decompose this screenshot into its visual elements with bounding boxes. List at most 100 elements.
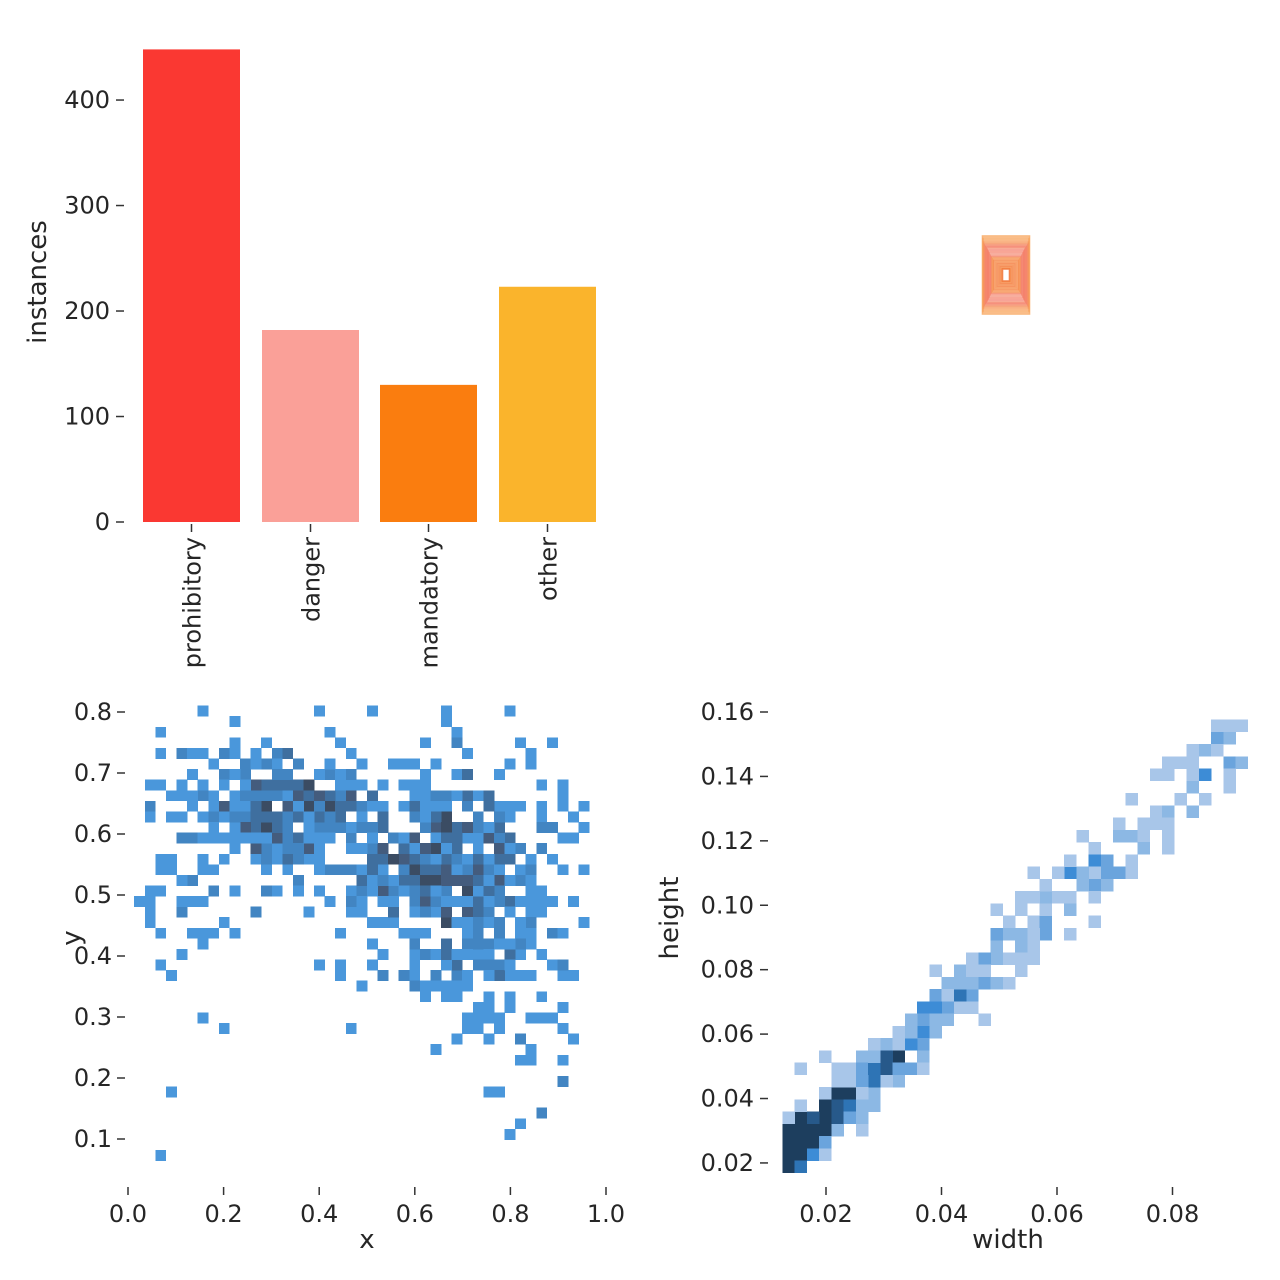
heatmap-cell: [366, 864, 378, 876]
heatmap-cell: [250, 853, 262, 865]
heatmap-cell: [377, 864, 389, 876]
y-tick-label: 0.08: [701, 956, 754, 984]
bbox-rect: [983, 242, 1029, 308]
xy-histogram-axes: 0.0 0.2 0.4 0.6 0.8 1.0 0.8 0.7 0.6 0.5 0.4 0.3 0.2 0…: [74, 698, 625, 1228]
heatmap-cell: [578, 822, 590, 833]
heatmap-cell: [855, 1111, 869, 1125]
y-tick-label: 0.14: [701, 762, 754, 790]
heatmap-cell: [568, 811, 579, 823]
heatmap-cell: [504, 991, 516, 1003]
bbox-rect: [991, 256, 1021, 294]
heatmap-cell: [229, 927, 241, 939]
heatmap-cell: [356, 758, 368, 770]
heatmap-cell: [409, 832, 421, 844]
heatmap-cell: [1174, 793, 1187, 806]
heatmap-cell: [536, 948, 548, 960]
heatmap-cell: [831, 1074, 844, 1088]
heatmap-cell: [1076, 878, 1089, 892]
heatmap-cell: [929, 964, 942, 978]
heatmap-cell: [515, 843, 527, 855]
heatmap-cell: [462, 864, 474, 876]
wh-x-axis-label: width: [972, 1225, 1044, 1255]
heatmap-cell: [441, 853, 452, 865]
bbox-rect: [989, 253, 1023, 297]
heatmap-cell: [868, 1099, 881, 1112]
heatmap-cell: [1162, 768, 1175, 782]
heatmap-cell: [176, 747, 188, 759]
heatmap-cell: [794, 1160, 808, 1174]
heatmap-cell: [1235, 756, 1249, 769]
heatmap-cell: [218, 800, 230, 812]
heatmap-cell: [462, 822, 474, 833]
heatmap-cell: [493, 811, 505, 823]
heatmap-cell: [483, 896, 495, 907]
bar-y-axis-label: instances: [23, 220, 53, 344]
heatmap-cell: [794, 1136, 808, 1149]
heatmap-cell: [483, 1001, 495, 1013]
heatmap-cell: [892, 1050, 906, 1063]
heatmap-cell: [1002, 927, 1016, 941]
heatmap-cell: [314, 769, 325, 780]
heatmap-cell: [398, 853, 410, 865]
heatmap-cell: [978, 952, 991, 965]
heatmap-cell: [843, 1111, 857, 1125]
heatmap-cell: [155, 747, 167, 759]
heatmap-cell: [292, 790, 304, 802]
heatmap-cell: [324, 864, 336, 876]
heatmap-cell: [208, 832, 220, 844]
heatmap-cell: [197, 896, 209, 907]
heatmap-cell: [430, 896, 442, 907]
heatmap-cell: [462, 800, 474, 812]
heatmap-cell: [868, 1074, 881, 1088]
heatmap-cell: [240, 822, 251, 833]
heatmap-cell: [430, 843, 442, 855]
heatmap-cell: [472, 938, 484, 950]
heatmap-cell: [1223, 768, 1236, 782]
heatmap-cell: [515, 737, 527, 749]
heatmap-cell: [525, 874, 537, 886]
heatmap-cell: [843, 1062, 857, 1076]
heatmap-cell: [409, 779, 421, 791]
heatmap-cell: [536, 811, 548, 823]
heatmap-cell: [472, 948, 484, 960]
heatmap-cell: [282, 832, 294, 844]
bar: [262, 330, 359, 522]
heatmap-cell: [1137, 817, 1151, 831]
heatmap-cell: [155, 726, 167, 738]
heatmap-cell: [261, 864, 273, 876]
y-tick-label: 400: [64, 86, 110, 114]
heatmap-cell: [1002, 976, 1016, 990]
heatmap-cell: [356, 896, 368, 907]
heatmap-cell: [229, 822, 241, 833]
y-tick-label: 0.06: [701, 1020, 754, 1048]
heatmap-cell: [451, 1033, 463, 1045]
heatmap-cell: [1113, 817, 1126, 831]
heatmap-cell: [472, 896, 484, 907]
heatmap-cell: [1027, 866, 1040, 880]
heatmap-cell: [515, 917, 527, 929]
heatmap-cell: [462, 769, 474, 780]
heatmap-cell: [377, 779, 389, 791]
heatmap-cell: [472, 790, 484, 802]
heatmap-cell: [388, 896, 400, 907]
bbox-rect: [999, 265, 1013, 285]
heatmap-cell: [493, 885, 505, 897]
heatmap-cell: [472, 906, 484, 918]
heatmap-cell: [292, 832, 304, 844]
heatmap-cell: [271, 758, 283, 770]
heatmap-cell: [229, 790, 241, 802]
heatmap-cell: [335, 927, 347, 939]
bar: [380, 384, 477, 522]
heatmap-cell: [904, 1025, 918, 1039]
heatmap-cell: [419, 980, 431, 992]
heatmap-cell: [271, 843, 283, 855]
heatmap-cell: [303, 853, 315, 865]
heatmap-cell: [546, 959, 558, 971]
heatmap-cell: [892, 1062, 906, 1076]
heatmap-cell: [282, 843, 294, 855]
heatmap-cell: [929, 1001, 942, 1014]
heatmap-cell: [441, 832, 452, 844]
heatmap-cell: [377, 917, 389, 929]
heatmap-cell: [578, 917, 590, 929]
heatmap-cell: [515, 874, 527, 886]
